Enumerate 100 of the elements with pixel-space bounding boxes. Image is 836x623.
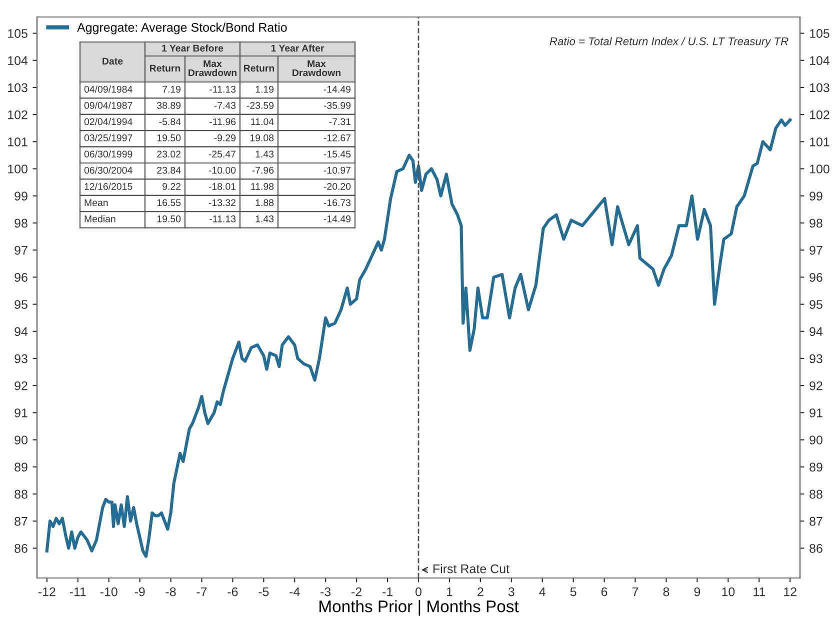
annotation: 9.22	[162, 183, 181, 190]
annotation: -18.01	[208, 183, 236, 190]
annotation: 19.50	[157, 134, 181, 142]
annotation: 1.43	[256, 150, 274, 158]
y-tick-label: 90	[14, 436, 28, 444]
y2-tick-label: 97	[810, 246, 822, 255]
y-tick-label: 101	[8, 137, 28, 146]
x-axis-title: Months Prior | Months Post	[320, 600, 519, 616]
x-tick-label: -8	[166, 587, 176, 596]
annotation: -7.31	[329, 118, 351, 126]
annotation: -35.99	[324, 102, 351, 109]
y2-tick-label: 93	[810, 354, 822, 364]
x-tick-label: 3	[508, 587, 514, 596]
annotation: 06/30/2004	[84, 166, 132, 174]
x-tick-label: 9	[694, 587, 700, 596]
annotation: -16.73	[324, 199, 351, 206]
annotation: Return	[150, 64, 180, 72]
annotation: 09/04/1987	[84, 102, 132, 109]
x-tick-label: 4	[539, 587, 546, 596]
annotation: -9.29	[214, 134, 236, 142]
x-tick-label: 8	[663, 587, 670, 596]
x-tick-label: 2	[478, 587, 484, 596]
annotation: Max Drawdown	[292, 60, 340, 76]
y2-tick-label: 91	[810, 408, 822, 418]
line-series	[45, 118, 792, 558]
y-tick-label: 100	[8, 164, 28, 174]
y2-tick-label: 96	[810, 272, 822, 282]
annotation: Date	[102, 58, 123, 65]
annotation: 12/16/2015	[84, 182, 132, 190]
annotation: -10.00	[208, 166, 236, 174]
annotation: -20.20	[324, 183, 351, 190]
annotation: 23.02	[157, 150, 181, 158]
y-tick-label: 96	[14, 272, 28, 282]
x-tick-label: -9	[134, 587, 145, 596]
annotation: -5.84	[159, 118, 181, 126]
x-tick-label: 5	[570, 587, 576, 596]
annotation: 03/25/1997	[84, 134, 132, 142]
y2-tick-label: 92	[810, 381, 822, 390]
annotation: -12.67	[324, 134, 351, 142]
ref-line-label: First Rate Cut	[433, 564, 510, 574]
annotation: 38.89	[157, 102, 181, 109]
annotation: Median	[84, 215, 116, 222]
annotation: -15.45	[324, 150, 351, 158]
x-tick-label: -10	[100, 587, 118, 596]
x-tick-label: 10	[722, 587, 735, 596]
annotation: Mean	[84, 199, 108, 206]
y-tick-label: 88	[14, 490, 28, 499]
y2-tick-label: 86	[810, 544, 822, 553]
y-tick-label: 97	[14, 246, 28, 255]
y-tick-label: 91	[14, 408, 28, 418]
y2-tick-label: 87	[810, 516, 822, 526]
x-tick-label: -7	[196, 587, 207, 596]
y2-tick-label: 95	[810, 300, 822, 309]
x-tick-label: 7	[632, 587, 638, 596]
y2-tick-label: 101	[810, 137, 830, 146]
annotation: 7.19	[162, 86, 181, 93]
annotation: Max Drawdown	[188, 60, 236, 76]
annotation: -7.43	[214, 102, 236, 109]
annotation: -11.13	[210, 86, 236, 93]
x-tick-label: -11	[70, 587, 86, 596]
annotation: -11.13	[210, 215, 236, 222]
y2-tick-label: 90	[810, 436, 822, 444]
x-tick-label: -1	[382, 587, 392, 596]
annotation: Ratio = Total Return Index / U.S. LT Treasury TR	[550, 37, 788, 48]
legend-label: Aggregate: Average Stock/Bond Ratio	[77, 22, 287, 34]
y-tick-label: 86	[14, 544, 28, 553]
annotation: 23.84	[157, 166, 181, 174]
x-tick-label: -2	[352, 587, 362, 596]
annotation: 1.19	[256, 86, 274, 93]
annotation: -13.32	[208, 199, 236, 206]
y-tick-label: 94	[14, 327, 28, 336]
y-tick-label: 99	[14, 192, 28, 201]
annotation: -7.96	[252, 166, 274, 174]
y2-tick-label: 100	[810, 164, 830, 174]
x-tick-label: -5	[258, 587, 269, 596]
annotation: -25.47	[208, 150, 236, 158]
annotation: -11.96	[210, 118, 236, 126]
annotation: 19.08	[250, 134, 274, 142]
annotation: 1.43	[256, 215, 274, 222]
y2-tick-label: 104	[810, 56, 830, 66]
y2-tick-label: 99	[810, 192, 822, 201]
annotation: 04/09/1984	[84, 86, 132, 93]
y2-tick-label: 103	[810, 83, 830, 92]
annotation: Return	[244, 64, 274, 72]
annotation: -14.49	[324, 86, 351, 93]
annotation: 11.98	[251, 183, 274, 190]
annotation: 1 Year Before	[162, 44, 224, 52]
y-tick-label: 102	[8, 110, 28, 120]
x-tick-label: 1	[446, 587, 452, 596]
x-tick-label: -4	[290, 587, 300, 596]
y2-tick-label: 105	[810, 29, 830, 38]
y2-tick-label: 98	[810, 218, 822, 228]
y-tick-label: 92	[14, 381, 28, 390]
y-tick-label: 93	[14, 354, 28, 364]
x-tick-label: 0	[416, 587, 422, 596]
y-tick-label: 103	[8, 83, 28, 92]
y2-tick-label: 94	[810, 327, 823, 336]
annotation: -23.59	[246, 102, 274, 109]
y-tick-label: 89	[14, 462, 28, 472]
y-tick-label: 98	[14, 218, 28, 228]
